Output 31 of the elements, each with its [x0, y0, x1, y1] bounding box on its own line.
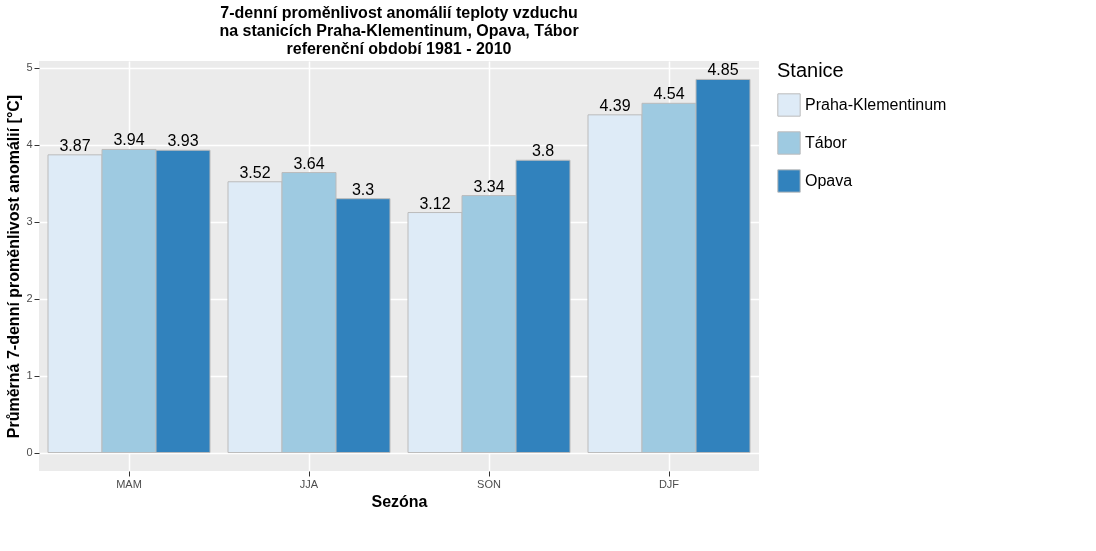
x-tick-label: JJA: [299, 477, 319, 490]
x-tick-label: DJF: [658, 477, 680, 490]
data-label: 3.3: [351, 180, 375, 198]
data-label: 3.93: [167, 132, 199, 150]
data-label: 3.12: [419, 194, 451, 212]
data-label: 3.34: [473, 177, 505, 195]
data-label: 3.87: [59, 136, 91, 154]
legend-label: Opava: [805, 172, 853, 189]
text: referenční období 1981 - 2010: [286, 40, 512, 57]
data-label: 3.52: [239, 163, 271, 181]
data-label: 4.39: [599, 96, 631, 114]
y-tick-label: 5: [26, 61, 33, 74]
y-axis-title: Průměrná 7-denní proměnlivost anomálií [°C]: [5, 94, 23, 439]
data-label: 4.54: [653, 85, 685, 103]
data-label: 3.64: [293, 154, 325, 172]
legend-title: Stanice: [777, 59, 844, 81]
y-tick-label: 0: [26, 446, 33, 459]
y-tick-label: 3: [26, 215, 33, 228]
text: na stanicích Praha-Klementinum, Opava, Tábor: [219, 22, 579, 39]
x-tick-label: SON: [477, 477, 501, 490]
y-tick-label: 1: [26, 369, 33, 382]
legend-label: Praha-Klementinum: [805, 96, 947, 113]
text: 7-denní proměnlivost anomálií teploty vzduchu: [220, 4, 578, 21]
y-tick-label: 2: [26, 292, 33, 305]
data-label: 4.85: [707, 61, 739, 79]
legend-label: Tábor: [805, 134, 848, 151]
data-label: 3.94: [113, 131, 145, 149]
y-tick-label: 4: [26, 138, 33, 151]
x-axis-title: Sezóna: [371, 492, 428, 510]
data-label: 3.8: [531, 142, 555, 160]
x-tick-label: MAM: [116, 477, 142, 490]
